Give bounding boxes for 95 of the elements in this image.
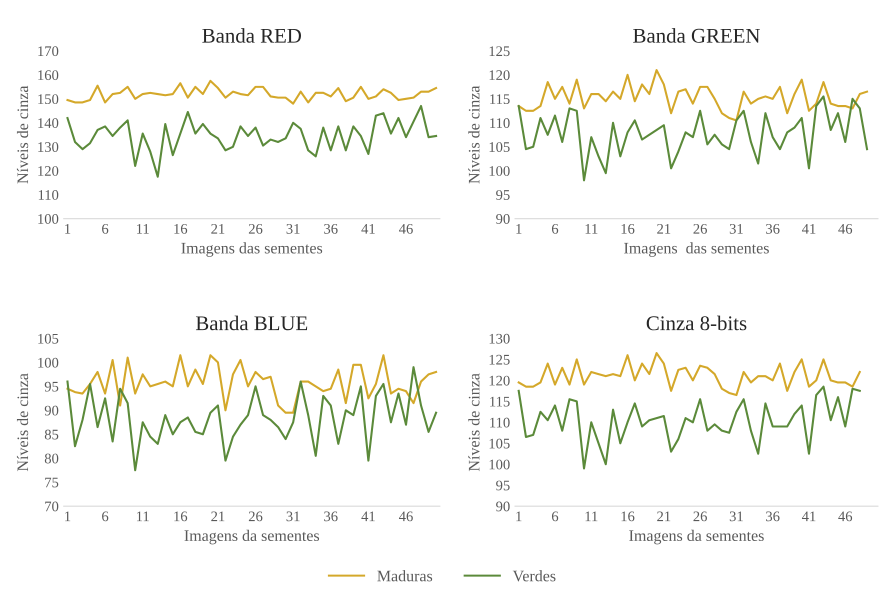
- x-tick-label: 16: [622, 224, 634, 234]
- chart-title: Cinza 8-bits: [646, 316, 746, 330]
- y-tick-label: 140: [38, 118, 58, 128]
- x-tick-label: 31: [286, 511, 300, 522]
- x-tick-label: 21: [657, 224, 670, 234]
- y-tick-label: 90: [44, 406, 58, 416]
- x-tick-label: 16: [174, 511, 188, 522]
- y-axis-title: Níveis de cinza: [468, 86, 480, 184]
- x-tick-label: 11: [136, 224, 149, 234]
- x-tick-label: 21: [657, 511, 670, 522]
- y-tick-label: 110: [490, 418, 510, 428]
- x-tick-label: 1: [516, 512, 522, 522]
- y-tick-label: 160: [38, 70, 58, 80]
- line-series: [518, 386, 861, 470]
- x-tick-label: 11: [586, 512, 598, 522]
- x-axis-title: Imagens das sementes: [181, 242, 322, 257]
- y-tick-label: 125: [490, 354, 510, 365]
- x-tick-label: 26: [248, 511, 262, 522]
- x-tick-label: 1: [65, 224, 70, 234]
- y-tick-label: 170: [38, 46, 58, 56]
- x-tick-label: 36: [324, 224, 338, 234]
- x-tick-label: 6: [102, 224, 108, 234]
- x-tick-label: 11: [136, 512, 149, 522]
- y-tick-label: 95: [496, 190, 510, 200]
- chart-title: Banda GREEN: [633, 28, 760, 43]
- x-tick-label: 21: [211, 224, 224, 234]
- y-tick-label: 85: [44, 430, 58, 440]
- x-tick-label: 6: [102, 511, 108, 522]
- y-tick-label: 100: [490, 166, 510, 176]
- y-tick-label: 95: [44, 382, 58, 392]
- x-axis-title: Imagens da sementes: [629, 530, 764, 544]
- y-tick-label: 150: [38, 94, 58, 104]
- y-axis-title: Níveis de cinza: [16, 373, 28, 472]
- x-tick-label: 21: [211, 511, 224, 522]
- line-series: [66, 354, 438, 414]
- y-tick-label: 125: [490, 46, 510, 56]
- y-tick-label: 115: [490, 396, 510, 407]
- x-tick-label: 16: [622, 511, 634, 522]
- x-tick-label: 31: [286, 224, 300, 234]
- x-tick-label: 26: [248, 224, 262, 234]
- y-tick-label: 120: [490, 376, 510, 386]
- y-axis-title: Níveis de cinza: [16, 86, 28, 184]
- y-axis-title: Níveis de cinza: [468, 373, 480, 472]
- x-tick-label: 36: [766, 224, 780, 234]
- x-tick-label: 41: [802, 512, 816, 522]
- x-tick-label: 46: [838, 224, 852, 234]
- x-axis-title: Imagens das sementes: [624, 242, 769, 257]
- y-tick-label: 95: [496, 480, 510, 490]
- chart-title: Banda RED: [202, 28, 301, 43]
- x-tick-label: 41: [361, 224, 375, 234]
- y-tick-label: 70: [45, 502, 58, 512]
- y-tick-label: 115: [490, 94, 510, 104]
- line-series: [66, 366, 438, 472]
- x-tick-label: 6: [552, 224, 558, 234]
- y-tick-label: 130: [490, 334, 510, 344]
- x-tick-label: 46: [838, 511, 852, 522]
- y-tick-label: 100: [490, 460, 510, 470]
- legend-label: Verdes: [512, 570, 556, 582]
- x-tick-label: 1: [65, 512, 70, 522]
- x-tick-label: 16: [174, 224, 188, 234]
- x-tick-label: 31: [730, 224, 743, 234]
- legend-label: Maduras: [377, 570, 432, 582]
- y-tick-label: 100: [38, 214, 58, 224]
- x-axis-title: Imagens da sementes: [184, 530, 320, 544]
- x-tick-label: 41: [361, 512, 375, 522]
- line-series: [66, 104, 438, 178]
- y-tick-label: 90: [496, 502, 510, 512]
- line-series: [518, 352, 861, 396]
- y-tick-label: 120: [38, 166, 58, 176]
- x-tick-label: 31: [730, 511, 743, 522]
- x-tick-label: 1: [516, 224, 522, 234]
- line-series: [518, 69, 868, 122]
- y-tick-label: 75: [45, 478, 58, 488]
- y-tick-label: 120: [490, 70, 510, 80]
- y-tick-label: 105: [490, 142, 510, 152]
- x-tick-label: 26: [693, 224, 707, 234]
- x-tick-label: 46: [398, 511, 413, 522]
- x-tick-label: 36: [324, 511, 338, 522]
- x-tick-label: 6: [552, 511, 558, 522]
- chart-title: Banda BLUE: [196, 316, 308, 330]
- y-tick-label: 105: [38, 334, 58, 344]
- y-tick-label: 105: [490, 438, 510, 448]
- x-tick-label: 41: [802, 224, 816, 234]
- y-tick-label: 110: [38, 190, 58, 200]
- line-series: [66, 80, 438, 105]
- x-tick-label: 26: [693, 511, 707, 522]
- x-tick-label: 11: [586, 224, 598, 234]
- y-tick-label: 80: [44, 454, 58, 464]
- y-tick-label: 130: [38, 142, 58, 152]
- y-tick-label: 100: [38, 358, 58, 368]
- x-tick-label: 46: [398, 224, 413, 234]
- y-tick-label: 110: [490, 118, 510, 128]
- x-tick-label: 36: [766, 511, 780, 522]
- y-tick-label: 90: [496, 214, 510, 224]
- line-series: [518, 95, 868, 182]
